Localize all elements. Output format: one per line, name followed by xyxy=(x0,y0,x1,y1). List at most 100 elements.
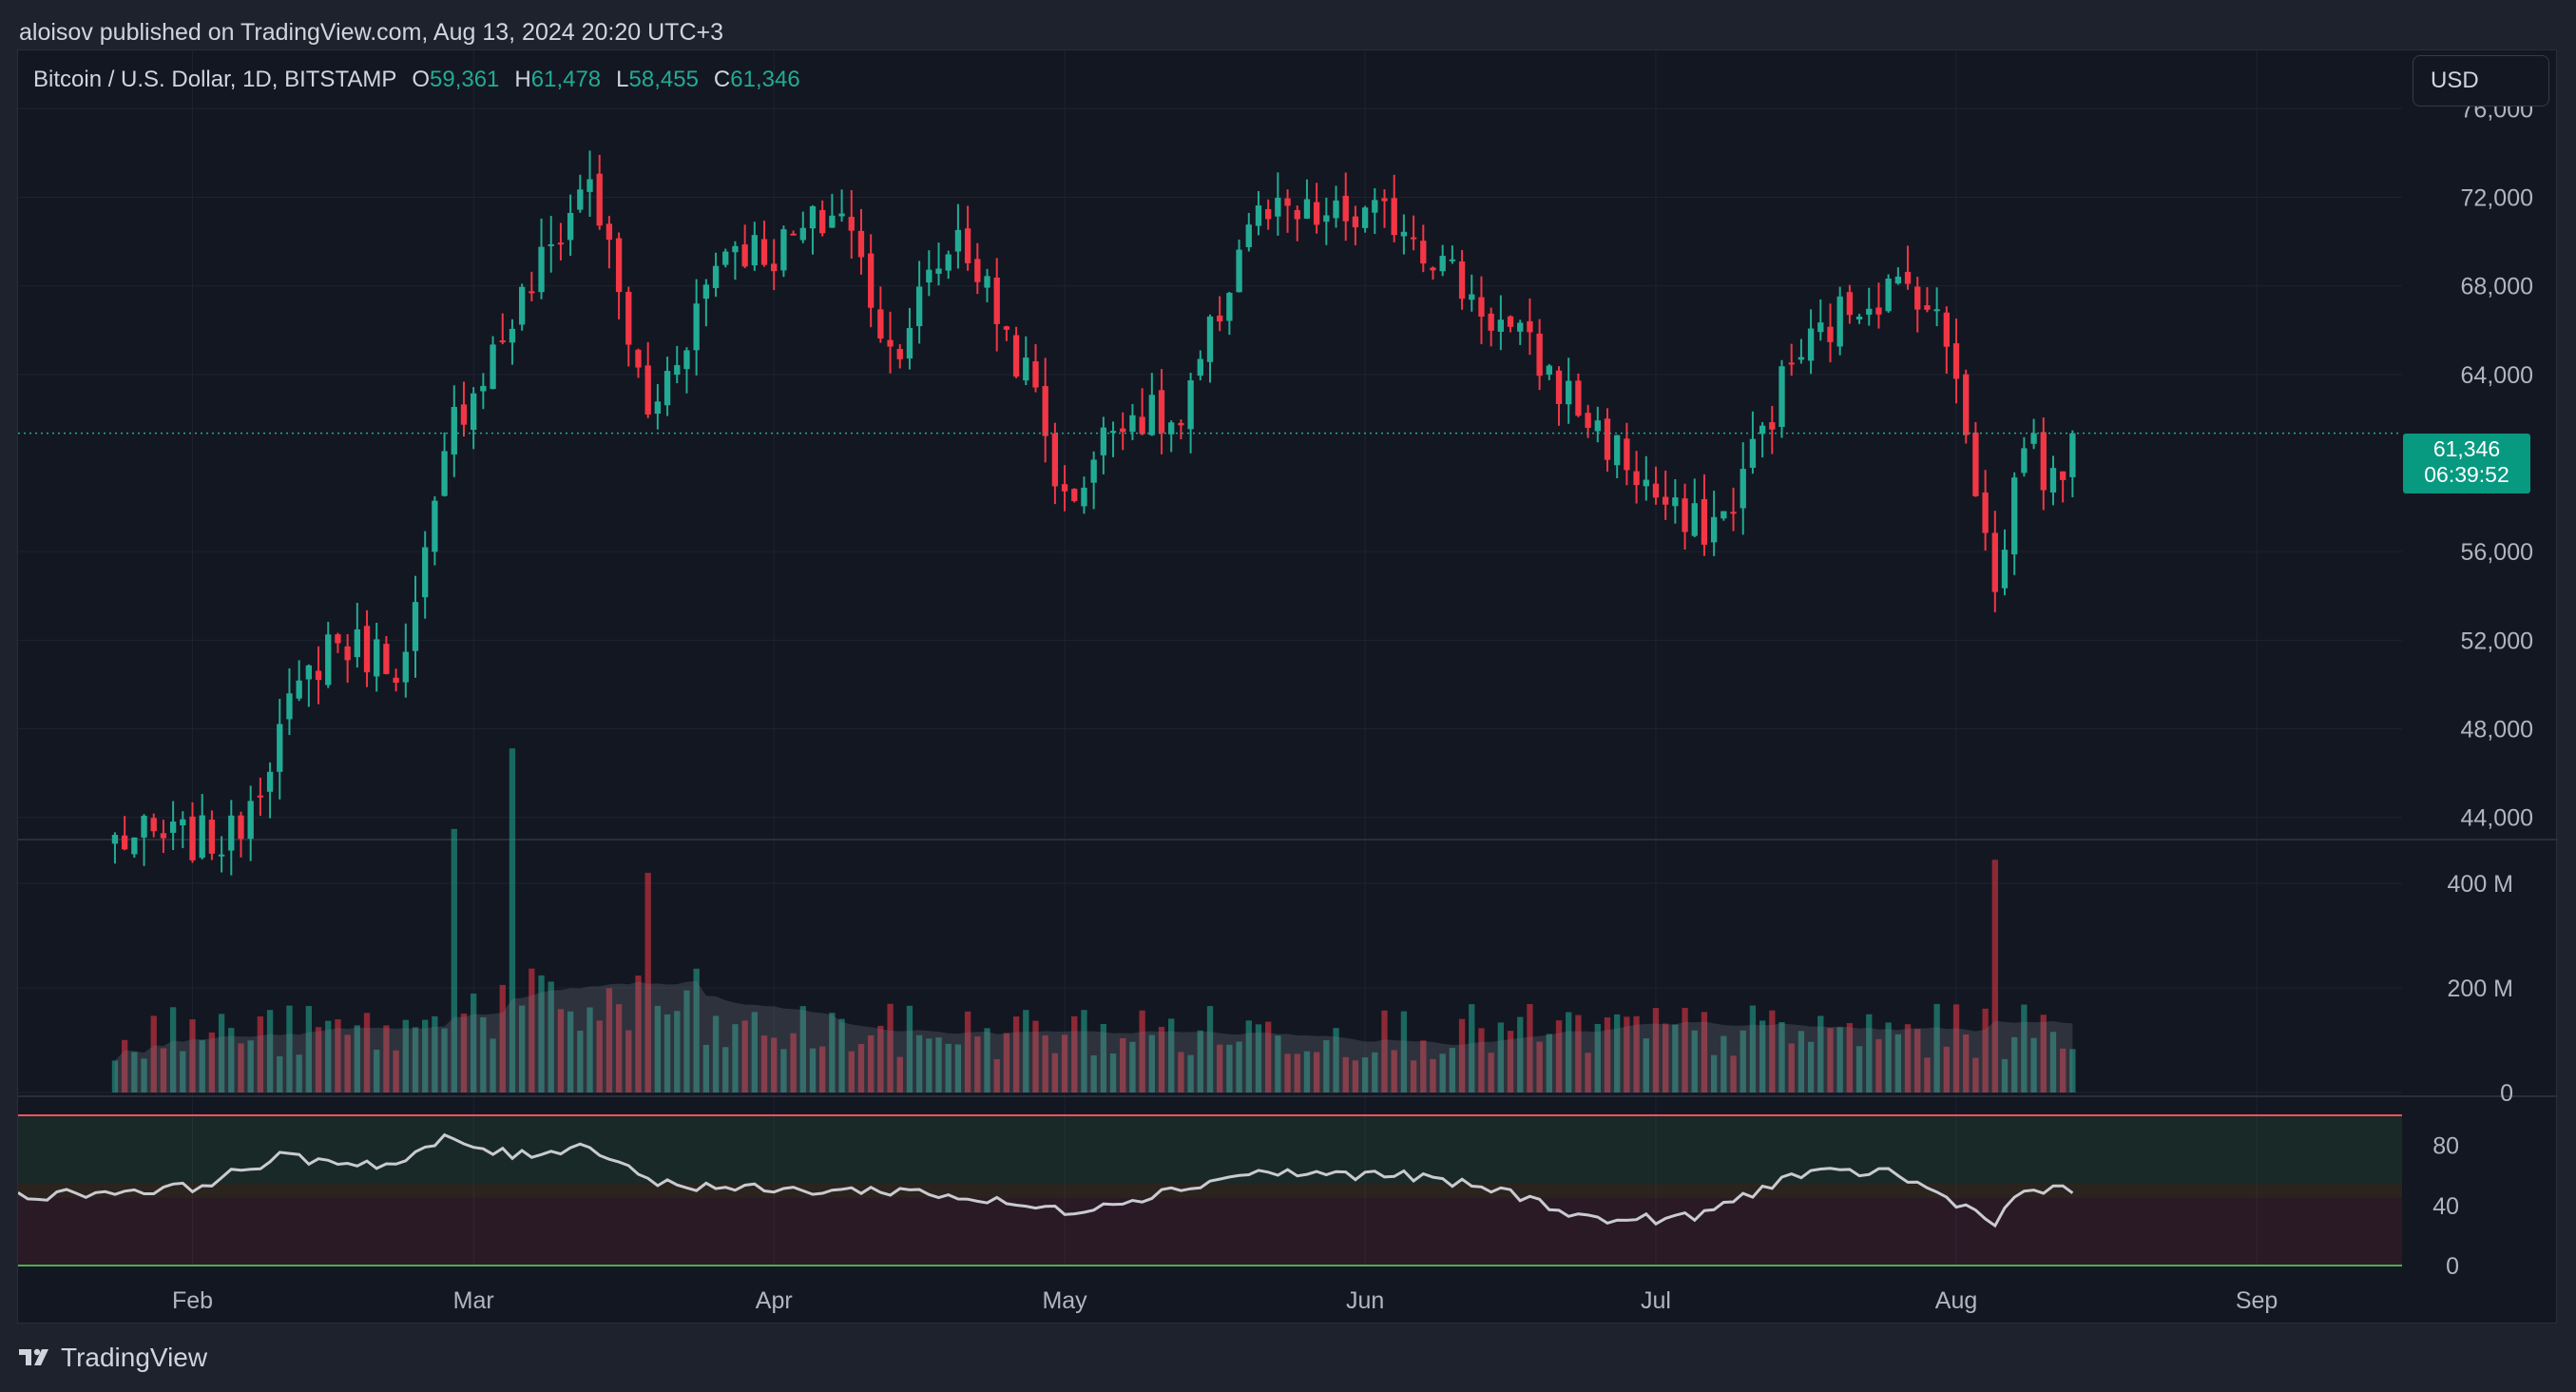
candle-body[interactable] xyxy=(199,815,205,859)
candle-body[interactable] xyxy=(1555,370,1563,404)
candle-body[interactable] xyxy=(674,364,681,376)
candle-body[interactable] xyxy=(218,854,225,857)
candle-body[interactable] xyxy=(363,626,371,673)
candle-body[interactable] xyxy=(809,205,817,229)
candle-body[interactable] xyxy=(1391,198,1397,236)
candle-body[interactable] xyxy=(169,822,177,833)
candle-body[interactable] xyxy=(1982,492,1989,533)
candle-body[interactable] xyxy=(857,230,865,258)
candle-body[interactable] xyxy=(460,404,468,425)
candle-body[interactable] xyxy=(760,239,768,265)
candle-body[interactable] xyxy=(1100,427,1107,455)
candle-body[interactable] xyxy=(1458,261,1466,300)
candle-body[interactable] xyxy=(1972,432,1979,496)
candle-body[interactable] xyxy=(1943,312,1950,347)
candle-body[interactable] xyxy=(1710,516,1718,543)
candle-body[interactable] xyxy=(2040,432,2047,491)
candle-body[interactable] xyxy=(1759,425,1766,435)
candle-body[interactable] xyxy=(1323,215,1330,222)
candle-body[interactable] xyxy=(538,246,545,293)
candle-body[interactable] xyxy=(693,303,700,351)
candle-body[interactable] xyxy=(1769,422,1776,430)
candle-body[interactable] xyxy=(441,451,448,496)
candle-body[interactable] xyxy=(296,680,302,699)
candle-body[interactable] xyxy=(238,815,244,840)
candle-body[interactable] xyxy=(1352,216,1359,228)
candle-body[interactable] xyxy=(615,238,623,293)
candle-body[interactable] xyxy=(1168,422,1175,435)
candle-body[interactable] xyxy=(557,242,565,245)
candle-body[interactable] xyxy=(683,350,690,370)
candle-body[interactable] xyxy=(644,365,651,415)
candle-body[interactable] xyxy=(247,801,254,840)
candle-body[interactable] xyxy=(1933,309,1940,312)
candle-body[interactable] xyxy=(1410,237,1417,240)
candle-body[interactable] xyxy=(1827,326,1834,342)
candle-body[interactable] xyxy=(518,286,526,325)
candle-body[interactable] xyxy=(1566,380,1572,405)
candle-body[interactable] xyxy=(257,795,264,798)
candle-body[interactable] xyxy=(1807,328,1815,361)
candle-body[interactable] xyxy=(1672,497,1679,507)
candle-body[interactable] xyxy=(548,243,554,246)
candle-body[interactable] xyxy=(1226,292,1233,321)
candle-body[interactable] xyxy=(1575,380,1582,416)
candle-body[interactable] xyxy=(1333,200,1339,219)
candle-body[interactable] xyxy=(722,251,729,265)
candle-body[interactable] xyxy=(1836,296,1843,347)
candle-body[interactable] xyxy=(2030,433,2037,444)
candle-body[interactable] xyxy=(412,602,419,651)
candle-body[interactable] xyxy=(1778,366,1785,427)
candle-body[interactable] xyxy=(1430,267,1436,271)
candle-body[interactable] xyxy=(1003,326,1010,330)
candle-body[interactable] xyxy=(1788,362,1795,365)
candle-body[interactable] xyxy=(383,644,390,674)
candle-body[interactable] xyxy=(335,634,341,644)
candle-body[interactable] xyxy=(1294,209,1300,220)
candle-body[interactable] xyxy=(1663,496,1669,505)
candle-body[interactable] xyxy=(1381,198,1388,202)
candle-body[interactable] xyxy=(374,639,380,677)
candle-body[interactable] xyxy=(1206,316,1214,362)
candle-body[interactable] xyxy=(1081,487,1087,507)
candle-body[interactable] xyxy=(277,724,283,772)
candle-body[interactable] xyxy=(1400,231,1408,237)
candle-body[interactable] xyxy=(663,371,671,406)
candle-body[interactable] xyxy=(1740,469,1746,509)
candle-body[interactable] xyxy=(799,227,806,241)
candle-body[interactable] xyxy=(1158,390,1165,434)
candle-body[interactable] xyxy=(702,284,710,300)
candle-body[interactable] xyxy=(625,291,632,345)
candle-body[interactable] xyxy=(1749,438,1757,468)
candle-body[interactable] xyxy=(1051,433,1059,487)
candle-body[interactable] xyxy=(819,209,826,234)
candle-body[interactable] xyxy=(848,217,855,231)
candle-body[interactable] xyxy=(1817,322,1824,333)
candle-body[interactable] xyxy=(1952,343,1960,379)
candle-body[interactable] xyxy=(935,268,942,274)
candle-body[interactable] xyxy=(286,693,293,720)
candle-body[interactable] xyxy=(150,818,157,832)
candle-body[interactable] xyxy=(471,393,477,431)
candle-body[interactable] xyxy=(1139,416,1145,435)
candle-body[interactable] xyxy=(1633,471,1640,486)
candle-body[interactable] xyxy=(1624,438,1630,471)
candle-body[interactable] xyxy=(741,244,748,267)
candle-body[interactable] xyxy=(1914,286,1921,310)
candle-body[interactable] xyxy=(2001,550,2009,589)
candle-body[interactable] xyxy=(121,835,128,850)
candle-body[interactable] xyxy=(1614,435,1621,466)
candle-body[interactable] xyxy=(141,816,147,838)
candle-body[interactable] xyxy=(1604,418,1611,460)
candle-body[interactable] xyxy=(2021,448,2028,474)
candle-body[interactable] xyxy=(915,286,923,327)
candle-body[interactable] xyxy=(1894,276,1902,284)
candle-body[interactable] xyxy=(868,253,875,308)
candle-body[interactable] xyxy=(1507,316,1514,327)
candle-body[interactable] xyxy=(1488,313,1494,331)
candle-body[interactable] xyxy=(1478,297,1485,317)
candle-body[interactable] xyxy=(1875,307,1882,315)
candle-body[interactable] xyxy=(1546,365,1552,375)
candle-body[interactable] xyxy=(790,233,797,236)
candle-body[interactable] xyxy=(1303,199,1311,219)
